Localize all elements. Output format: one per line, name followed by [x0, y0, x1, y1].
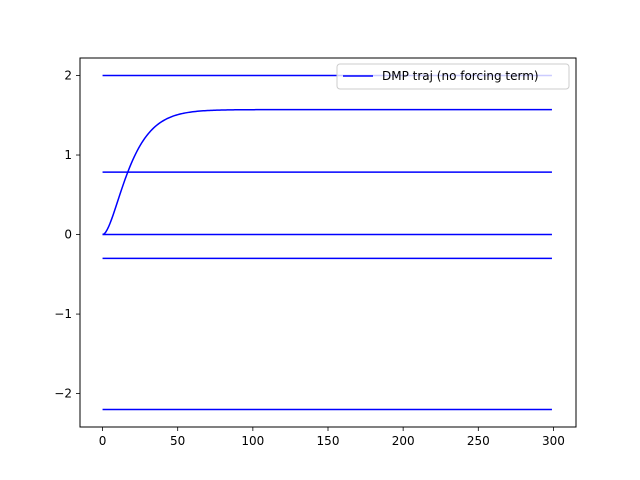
x-tick-label: 250: [467, 434, 490, 448]
y-tick-label: 0: [64, 228, 72, 242]
x-tick-label: 50: [170, 434, 185, 448]
legend: DMP traj (no forcing term): [336, 63, 570, 90]
x-axis: 0 50 100 150 200 250 300: [99, 427, 565, 448]
y-tick-label: −2: [54, 387, 72, 401]
legend-label: DMP traj (no forcing term): [382, 69, 539, 83]
series-line-0: [102, 108, 552, 236]
y-tick-label: 1: [64, 148, 72, 162]
x-tick-label: 100: [241, 434, 264, 448]
plot-area: [102, 74, 552, 411]
y-axis: −2 −1 0 1 2: [54, 68, 80, 401]
x-tick-label: 0: [99, 434, 107, 448]
x-tick-label: 200: [392, 434, 415, 448]
x-tick-label: 300: [542, 434, 565, 448]
y-tick-label: 2: [64, 68, 72, 82]
y-tick-label: −1: [54, 307, 72, 321]
x-tick-label: 150: [317, 434, 340, 448]
legend-box: [336, 63, 570, 90]
